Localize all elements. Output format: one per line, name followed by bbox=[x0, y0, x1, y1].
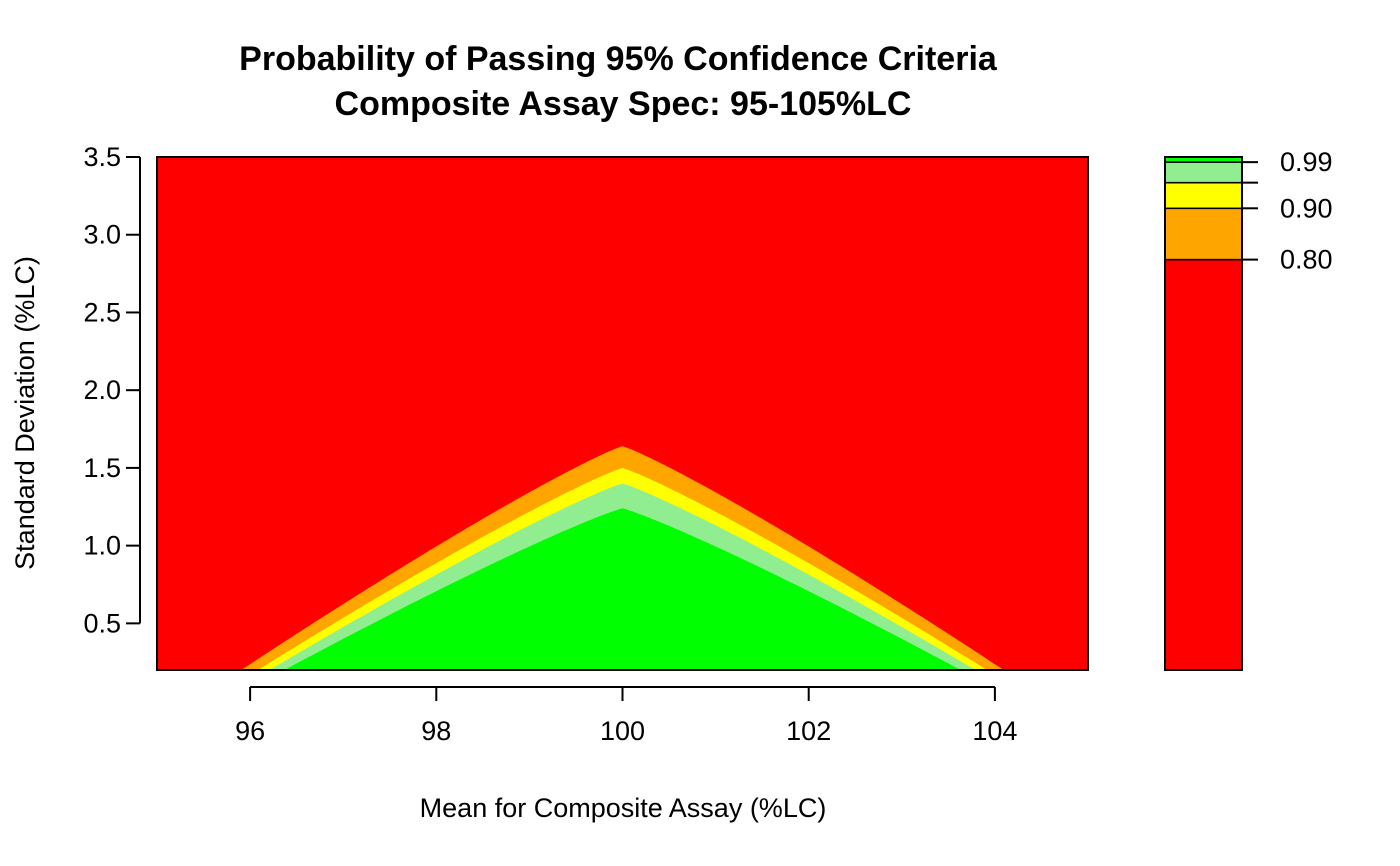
legend-tick-label: 0.80 bbox=[1280, 245, 1333, 275]
plot-border bbox=[156, 156, 1089, 671]
legend-band bbox=[1164, 207, 1243, 261]
plot-region bbox=[157, 157, 1088, 670]
band--0-99 bbox=[157, 508, 1088, 670]
legend-band bbox=[1164, 258, 1243, 671]
x-tick-label: 96 bbox=[235, 716, 265, 746]
x-tick-label: 104 bbox=[972, 716, 1017, 746]
x-axis-label: Mean for Composite Assay (%LC) bbox=[420, 793, 827, 823]
y-axis: 0.5 1.0 1.5 2.0 2.5 3.0 3.5 bbox=[83, 142, 141, 638]
y-tick-label: 3.5 bbox=[83, 142, 121, 172]
legend-band bbox=[1164, 181, 1243, 210]
y-axis-label: Standard Deviation (%LC) bbox=[10, 256, 40, 570]
y-tick-label: 2.0 bbox=[83, 375, 121, 405]
chart-title: Probability of Passing 95% Confidence Cr… bbox=[239, 40, 998, 78]
legend-tick-label: 0.90 bbox=[1280, 193, 1333, 223]
legend-tick-label: 0.99 bbox=[1280, 147, 1333, 177]
color-legend: 0.99 0.90 0.80 bbox=[1164, 147, 1333, 671]
x-tick-label: 102 bbox=[786, 716, 831, 746]
y-tick-label: 0.5 bbox=[83, 608, 121, 638]
x-tick-label: 98 bbox=[421, 716, 451, 746]
legend-border bbox=[1164, 156, 1243, 671]
chart-subtitle: Composite Assay Spec: 95-105%LC bbox=[335, 85, 912, 123]
y-tick-label: 1.5 bbox=[83, 453, 121, 483]
x-tick-label: 100 bbox=[600, 716, 645, 746]
y-tick-label: 3.0 bbox=[83, 220, 121, 250]
legend-band bbox=[1164, 161, 1243, 184]
x-axis: 96 98 100 102 104 bbox=[235, 686, 1017, 746]
y-tick-label: 2.5 bbox=[83, 297, 121, 327]
y-tick-label: 1.0 bbox=[83, 531, 121, 561]
